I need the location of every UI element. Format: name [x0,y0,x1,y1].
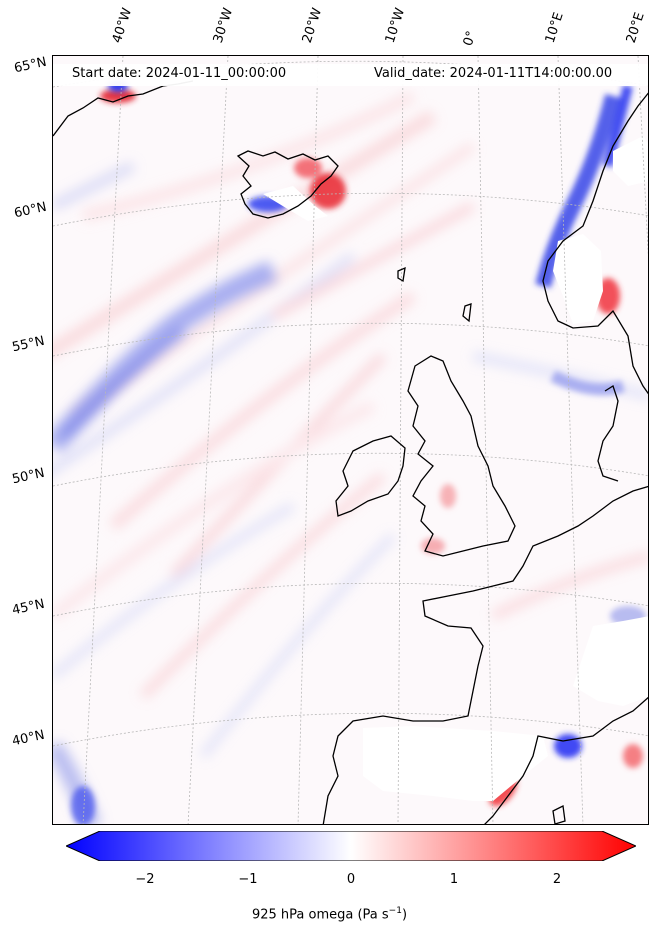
continental-coast [322,485,648,824]
lon-label-30w: 30°W [210,6,237,45]
mediterranean-coast [484,696,648,824]
lat-label-40n: 40°N [10,727,46,750]
colorbar-tick: 0 [346,872,356,887]
faroe-coast [397,266,406,283]
ireland-coast [335,435,406,517]
colorbar-gradient [66,831,636,861]
colorbar-tick: 2 [552,872,562,887]
coastlines [53,80,648,824]
iceland-coast [236,150,339,219]
lat-label-45n: 45°N [10,596,46,619]
colorbar-tick: −1 [238,872,258,887]
denmark-coast [597,385,619,482]
norway-coast [542,92,648,395]
lat-label-50n: 50°N [10,465,46,488]
lat-label-60n: 60°N [12,199,48,222]
lon-label-20w: 20°W [299,6,326,45]
norway-blue-band [535,84,633,396]
field-background [53,56,648,824]
header-strip [53,64,648,86]
lon-label-20e: 20°E [623,10,648,46]
lat-label-65n: 65°N [12,54,48,77]
lon-label-10e: 10°E [542,10,567,46]
valid-date-label: Valid_date: 2024-01-11T14:00:00.00 [374,66,613,81]
colorbar-label: 925 hPa omega (Pa s−1) [251,906,408,923]
colorbar-tick: 1 [449,872,459,887]
shetland-coast [462,303,472,323]
start-date-label: Start date: 2024-01-11_00:00:00 [72,66,287,81]
omega-field-map [53,56,648,824]
lon-label-10w: 10°W [382,6,409,45]
lon-label-0: 0° [460,29,480,48]
great-britain-coast [407,355,516,557]
graticule [53,56,648,824]
masked-terrain [263,136,648,801]
colorbar [66,831,636,861]
map-panel [52,55,649,825]
field-streaks [53,90,648,759]
balearic-coast [552,805,566,824]
lon-label-40w: 40°W [109,6,136,45]
colorbar-tick: −2 [135,872,155,887]
lat-label-55n: 55°N [10,333,46,356]
